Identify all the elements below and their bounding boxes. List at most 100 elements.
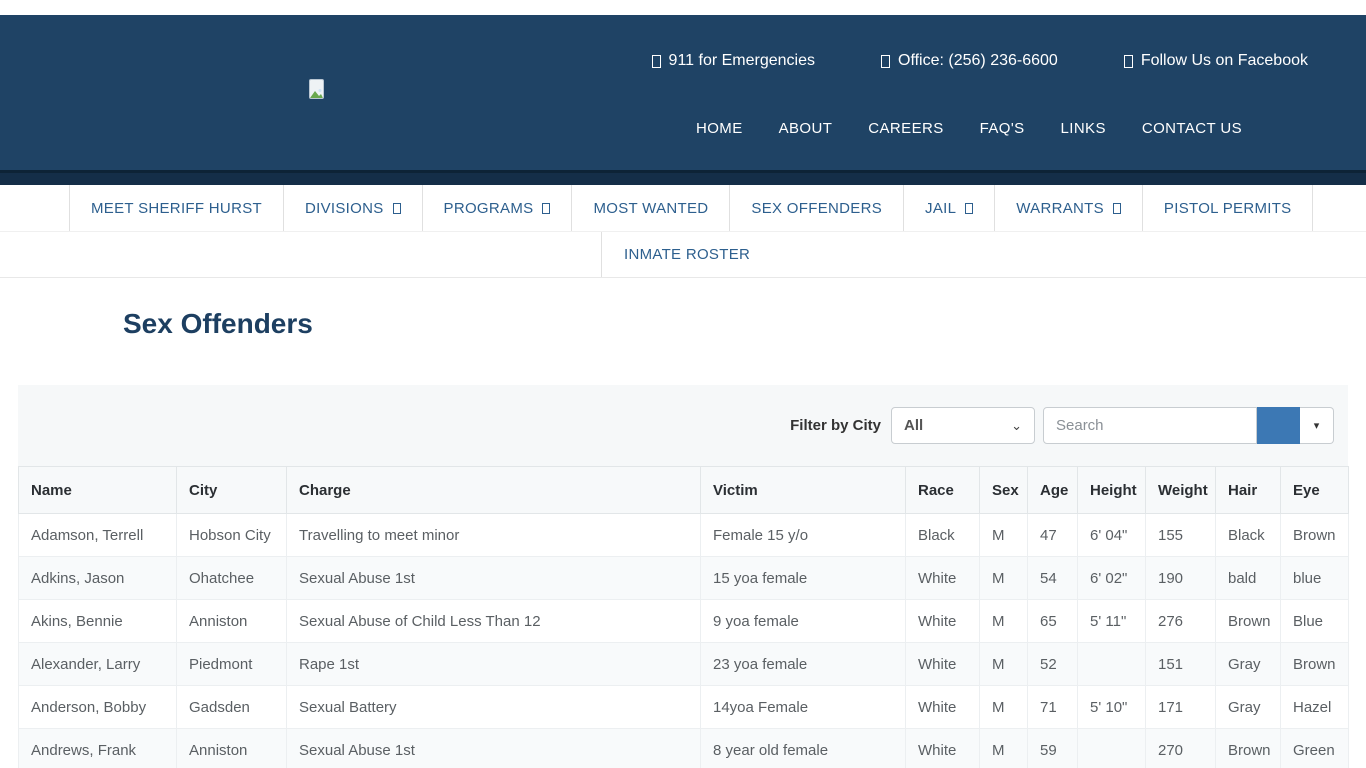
- table-cell: Adkins, Jason: [18, 556, 177, 600]
- nav-jail[interactable]: JAIL: [904, 185, 996, 231]
- nav-warrants[interactable]: WARRANTS: [995, 185, 1143, 231]
- nav-item-label: PISTOL PERMITS: [1163, 199, 1292, 217]
- column-header: Name: [18, 466, 177, 514]
- column-header: Height: [1077, 466, 1146, 514]
- main-nav: HOME ABOUT CAREERS FAQ'S LINKS CONTACT U…: [0, 70, 1366, 137]
- table-cell: Female 15 y/o: [700, 513, 906, 557]
- table-cell: 15 yoa female: [700, 556, 906, 600]
- column-header: Race: [905, 466, 980, 514]
- table-cell: M: [979, 513, 1028, 557]
- table-cell: Brown: [1215, 599, 1281, 643]
- facebook-label: Follow Us on Facebook: [1140, 52, 1308, 69]
- table-cell: Black: [905, 513, 980, 557]
- filter-bar: Filter by City All ⌄ ▾: [18, 385, 1348, 466]
- dropdown-indicator-icon: [542, 202, 551, 214]
- table-cell: Sexual Abuse of Child Less Than 12: [286, 599, 701, 643]
- nav-contact-us[interactable]: CONTACT US: [1141, 120, 1242, 137]
- header-bottom-band: [0, 170, 1366, 185]
- jail-submenu-panel: INMATE ROSTER: [601, 232, 750, 277]
- table-row: Andrews, Frank Anniston Sexual Abuse 1st 8 …: [18, 728, 1349, 768]
- table-cell: White: [905, 599, 980, 643]
- search-options-caret-button[interactable]: ▾: [1300, 407, 1334, 444]
- table-cell: Anniston: [176, 599, 287, 643]
- search-group: ▾: [1043, 407, 1334, 444]
- table-cell: M: [979, 685, 1028, 729]
- column-header: Victim: [700, 466, 906, 514]
- column-header: Charge: [286, 466, 701, 514]
- nav-inmate-roster[interactable]: INMATE ROSTER: [624, 246, 751, 263]
- submenu-row: INMATE ROSTER: [0, 232, 1366, 278]
- table-cell: [1077, 642, 1146, 686]
- city-select[interactable]: All ⌄: [891, 407, 1035, 444]
- column-header: City: [176, 466, 287, 514]
- nav-item-label: SEX OFFENDERS: [751, 199, 883, 217]
- facebook-link[interactable]: Follow Us on Facebook: [1123, 52, 1308, 70]
- table-cell: Andrews, Frank: [18, 728, 177, 768]
- table-cell: Sexual Abuse 1st: [286, 556, 701, 600]
- nav-sex-offenders[interactable]: SEX OFFENDERS: [730, 185, 905, 231]
- table-cell: 270: [1145, 728, 1216, 768]
- table-cell: White: [905, 685, 980, 729]
- table-cell: [1077, 728, 1146, 768]
- table-cell: M: [979, 728, 1028, 768]
- nav-home[interactable]: HOME: [696, 120, 743, 137]
- phone-icon: [651, 54, 661, 68]
- city-select-value: All: [904, 417, 924, 434]
- nav-about[interactable]: ABOUT: [778, 120, 833, 137]
- office-phone-link[interactable]: Office: (256) 236-6600: [881, 52, 1058, 70]
- table-cell: M: [979, 556, 1028, 600]
- table-cell: 151: [1145, 642, 1216, 686]
- table-cell: 276: [1145, 599, 1216, 643]
- table-cell: Black: [1215, 513, 1281, 557]
- table-cell: Piedmont: [176, 642, 287, 686]
- table-cell: Blue: [1280, 599, 1349, 643]
- page-title: Sex Offenders: [123, 308, 313, 339]
- table-cell: bald: [1215, 556, 1281, 600]
- table-cell: Gadsden: [176, 685, 287, 729]
- table-cell: 190: [1145, 556, 1216, 600]
- table-cell: Ohatchee: [176, 556, 287, 600]
- dropdown-indicator-icon: [392, 202, 401, 214]
- nav-item-label: DIVISIONS: [304, 199, 384, 217]
- search-input[interactable]: [1043, 407, 1257, 444]
- column-header: Eye: [1280, 466, 1349, 514]
- table-cell: 23 yoa female: [700, 642, 906, 686]
- table-cell: 14yoa Female: [700, 685, 906, 729]
- dropdown-indicator-icon: [965, 202, 974, 214]
- table-cell: 52: [1027, 642, 1078, 686]
- filter-by-city-label: Filter by City: [790, 417, 881, 434]
- nav-meet-sheriff-hurst[interactable]: MEET SHERIFF HURST: [69, 185, 284, 231]
- nav-careers[interactable]: CAREERS: [868, 120, 944, 137]
- table-cell: Travelling to meet minor: [286, 513, 701, 557]
- search-button[interactable]: [1257, 407, 1300, 444]
- nav-links[interactable]: LINKS: [1060, 120, 1106, 137]
- table-cell: White: [905, 556, 980, 600]
- top-white-strip: [0, 0, 1366, 15]
- nav-most-wanted[interactable]: MOST WANTED: [572, 185, 731, 231]
- column-header: Age: [1027, 466, 1078, 514]
- nav-item-label: MOST WANTED: [593, 199, 709, 217]
- nav-faqs[interactable]: FAQ'S: [979, 120, 1025, 137]
- nav-item-label: PROGRAMS: [443, 199, 534, 217]
- table-cell: blue: [1280, 556, 1349, 600]
- table-cell: M: [979, 599, 1028, 643]
- table-cell: Anniston: [176, 728, 287, 768]
- table-cell: Hazel: [1280, 685, 1349, 729]
- table-cell: 6' 02": [1077, 556, 1146, 600]
- nav-item-label: MEET SHERIFF HURST: [91, 199, 262, 217]
- table-cell: M: [979, 642, 1028, 686]
- table-cell: Alexander, Larry: [18, 642, 177, 686]
- phone-icon: [881, 54, 890, 68]
- nav-divisions[interactable]: DIVISIONS: [284, 185, 423, 231]
- table-cell: 171: [1145, 685, 1216, 729]
- nav-pistol-permits[interactable]: PISTOL PERMITS: [1143, 185, 1314, 231]
- table-row: Adkins, Jason Ohatchee Sexual Abuse 1st 15 …: [18, 556, 1349, 600]
- emergency-phone-link[interactable]: 911 for Emergencies: [651, 52, 815, 70]
- table-cell: 5' 11": [1077, 599, 1146, 643]
- table-cell: White: [905, 728, 980, 768]
- secondary-nav: MEET SHERIFF HURST DIVISIONS PROGRAMS MO…: [0, 185, 1366, 232]
- table-row: Adamson, Terrell Hobson City Travelling to…: [18, 513, 1349, 557]
- offenders-table-body: Adamson, Terrell Hobson City Travelling to…: [18, 513, 1349, 768]
- table-cell: 47: [1027, 513, 1078, 557]
- nav-programs[interactable]: PROGRAMS: [423, 185, 573, 231]
